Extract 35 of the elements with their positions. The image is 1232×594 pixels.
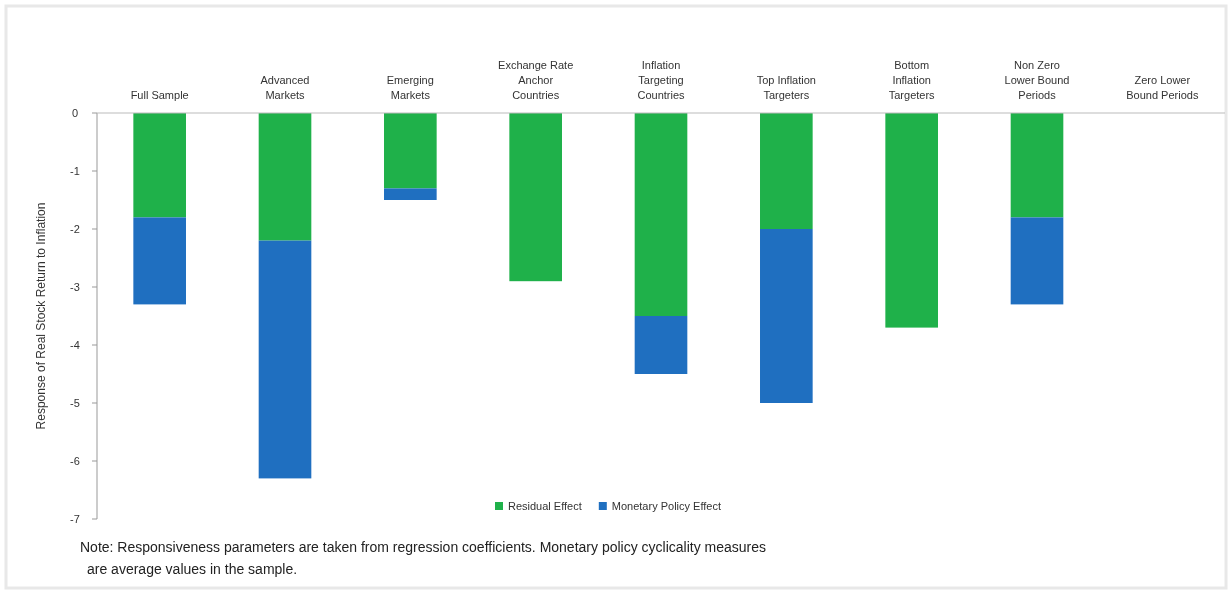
- bar: [258, 240, 312, 479]
- x-tick-label: Advanced Markets: [260, 74, 310, 101]
- bar: [760, 229, 813, 403]
- bar: [634, 113, 688, 316]
- x-tick-label: Non Zero Lower Bound Periods: [1004, 59, 1070, 101]
- bar: [1010, 217, 1064, 305]
- legend-label: Monetary Policy Effect: [611, 500, 722, 512]
- x-tick-label: Full Sample: [130, 89, 189, 101]
- y-tick-label: -4: [70, 339, 80, 351]
- text: Note: Responsiveness parameters are taken from regression coefficients. Monetary policy cyclicality measures are average values in the sample.: [80, 539, 767, 577]
- bar: [1010, 113, 1064, 218]
- x-tick-label: Bottom Inflation Targeters: [888, 59, 936, 101]
- bar: [634, 316, 688, 374]
- bar: [885, 113, 938, 328]
- y-tick-label: -5: [70, 397, 80, 409]
- bar: [509, 113, 562, 282]
- y-axis-title: Response of Real Stock Return to Inflation: [34, 202, 48, 430]
- y-tick-label: -3: [70, 281, 80, 293]
- bar: [133, 217, 186, 305]
- bar: [760, 113, 813, 229]
- bar: [384, 188, 437, 200]
- x-tick-label: Emerging Markets: [386, 74, 434, 101]
- y-tick-label: 0: [71, 107, 79, 119]
- x-tick-label: Exchange Rate Anchor Countries: [498, 59, 574, 101]
- bar: [258, 113, 312, 241]
- x-tick-label: Zero Lower Bound Periods: [1126, 74, 1199, 101]
- legend-label: Residual Effect: [508, 500, 582, 512]
- y-tick-label: -7: [70, 513, 80, 525]
- y-tick-label: -2: [70, 223, 80, 235]
- y-tick-label: -6: [70, 455, 80, 467]
- bar: [384, 113, 437, 189]
- y-tick-label: -1: [70, 165, 80, 177]
- x-tick-label: Top Inflation Targeters: [756, 74, 816, 101]
- x-tick-label: Inflation Targeting Countries: [637, 59, 686, 101]
- bar: [133, 113, 186, 218]
